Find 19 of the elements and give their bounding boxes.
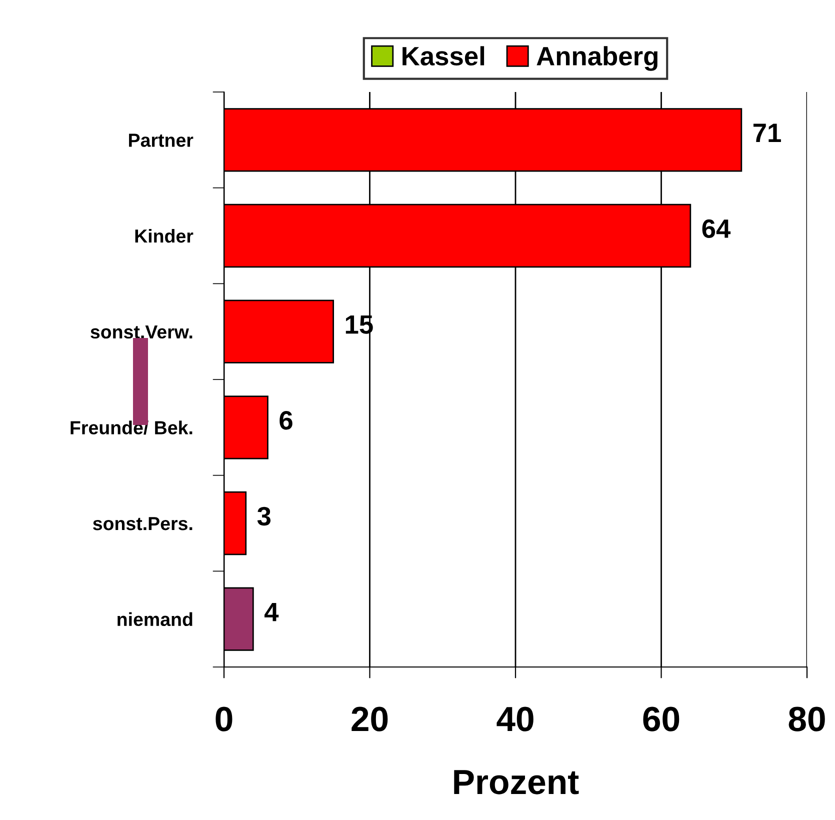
x-tick-label: 20 — [352, 706, 388, 732]
y-tick-label: niemand — [118, 612, 192, 626]
data-label: 64 — [702, 219, 731, 238]
legend-label: Annaberg — [536, 46, 658, 71]
y-tick-label: sonst.Pers. — [93, 517, 192, 530]
legend-label: Kassel — [402, 46, 484, 66]
y-tick-label: Partner — [129, 134, 194, 147]
x-tick-label: 40 — [496, 706, 534, 732]
x-tick-label: 0 — [216, 706, 232, 732]
y-tick-label: sonst.Verw. — [90, 325, 192, 339]
data-label: 4 — [264, 602, 279, 622]
x-tick-label: 60 — [643, 706, 680, 732]
data-label: 6 — [280, 411, 292, 430]
data-label: 3 — [257, 506, 271, 526]
y-tick-label: Kinder — [135, 228, 194, 243]
x-tick-label: 80 — [788, 706, 825, 732]
x-axis-title: Prozent — [454, 770, 579, 794]
y-tick-label: Freunde/ Bek. — [70, 420, 192, 435]
data-label: 71 — [753, 124, 781, 142]
